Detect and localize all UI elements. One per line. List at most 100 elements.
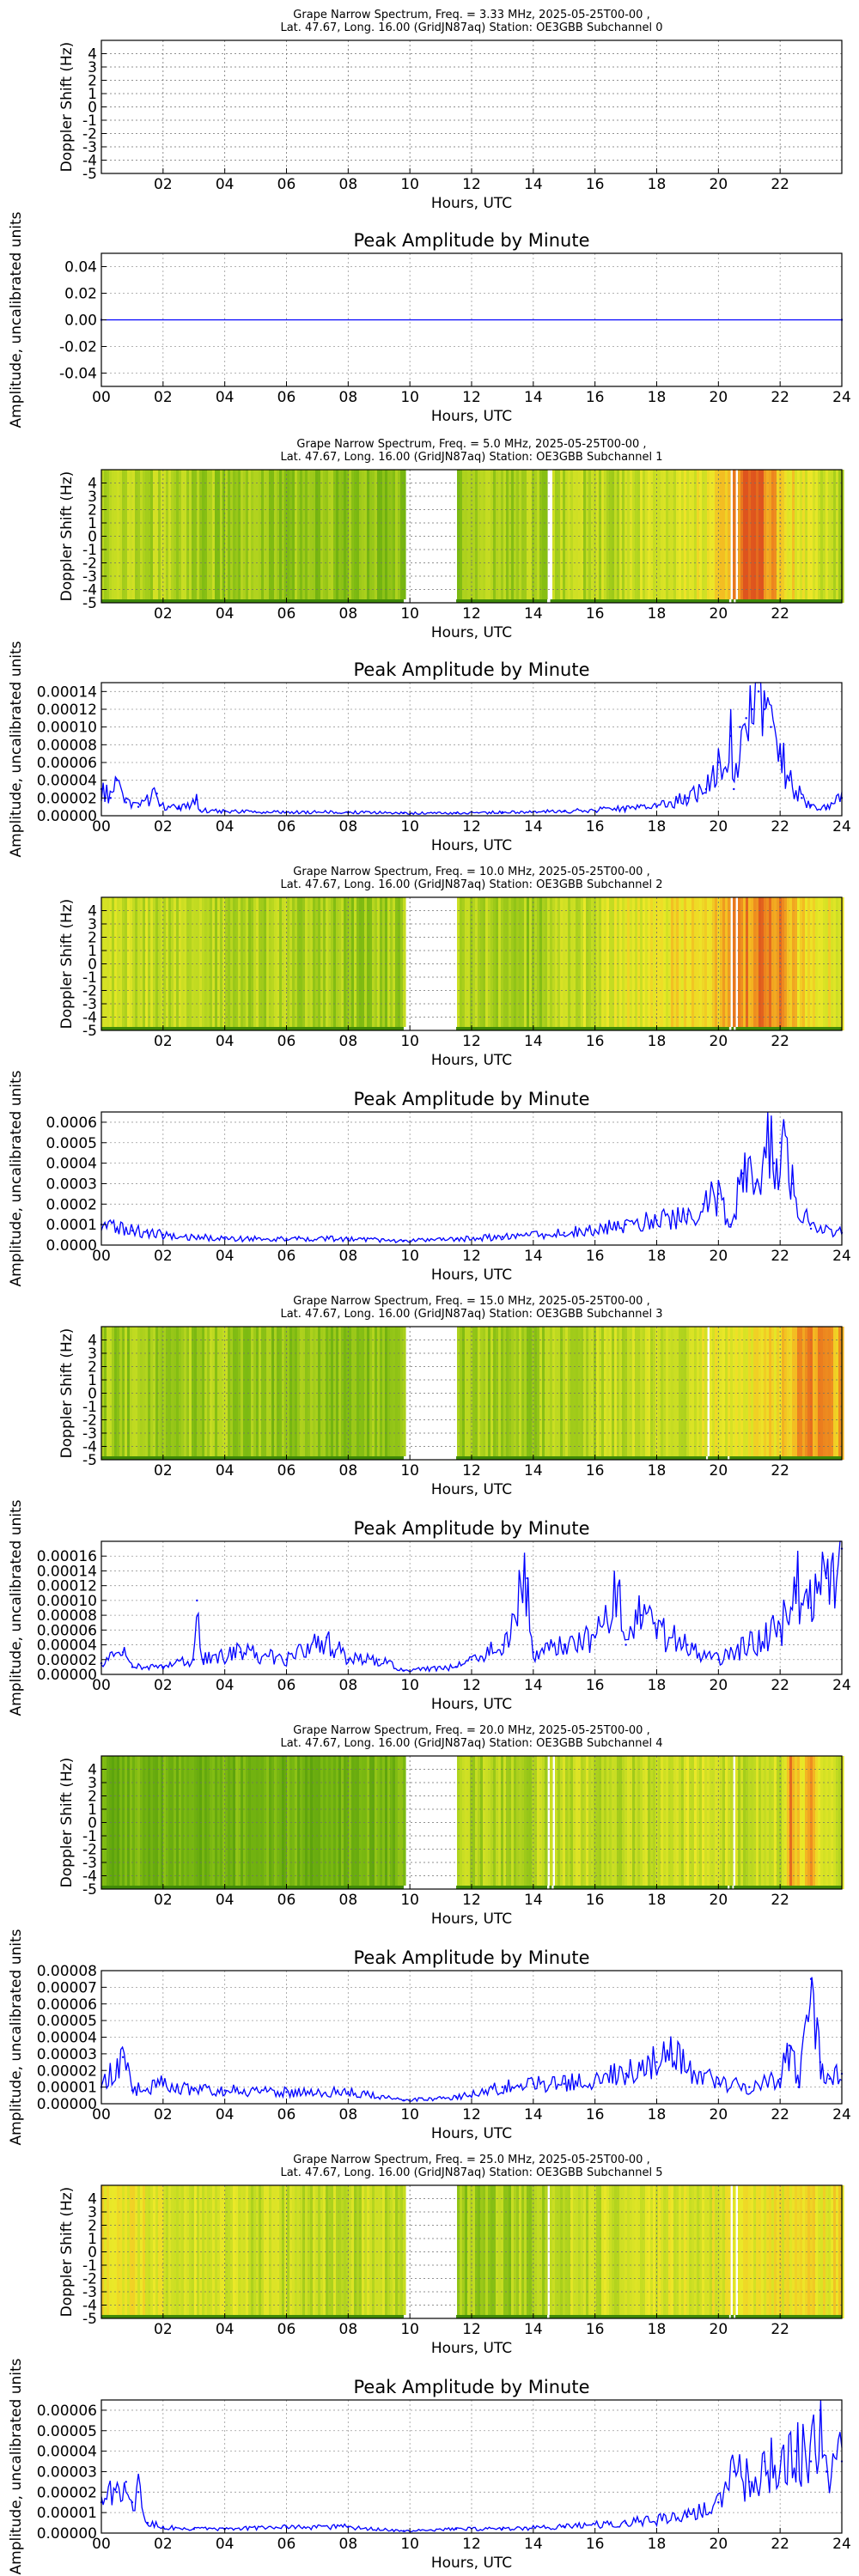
spectrogram-column (125, 2185, 128, 2318)
spectrogram-column (838, 470, 842, 603)
spectrogram-column (795, 470, 798, 603)
spectrogram-column (313, 2185, 316, 2318)
spectrogram-column (202, 1756, 205, 1889)
spectrogram-column (769, 897, 772, 1030)
spectrogram-column (588, 2185, 592, 2318)
spectrogram-column (210, 470, 213, 603)
x-tick-label: 02 (154, 176, 173, 193)
spectrogram-column (699, 1756, 703, 1889)
x-tick-label: 20 (710, 605, 728, 623)
spectrogram-column (117, 1327, 120, 1460)
spectrogram-column (570, 470, 574, 603)
y-tick-label: 0.00010 (37, 720, 97, 737)
spectrogram-column (576, 897, 579, 1030)
x-axis-label: Hours, UTC (431, 408, 512, 425)
x-tick-label: 10 (400, 818, 419, 835)
spectrogram-column (568, 2185, 571, 2318)
spectrogram-column (653, 1756, 656, 1889)
y-tick-label: 1 (88, 86, 97, 103)
x-tick-label: 04 (216, 389, 235, 406)
spectrogram-column (235, 897, 239, 1030)
spectrogram-column (107, 470, 110, 603)
spectrogram-column (189, 1756, 192, 1889)
spectrogram-column (563, 2185, 566, 2318)
amplitude-data-point (778, 2470, 782, 2473)
x-tick-label: 18 (648, 389, 667, 406)
spectrogram-column (266, 1327, 270, 1460)
spectrogram-column (197, 1756, 200, 1889)
amplitude-data-point (778, 2077, 782, 2081)
spectrogram-column (323, 1327, 326, 1460)
spectrogram-column (751, 897, 754, 1030)
spectrogram-column (800, 1756, 803, 1889)
y-tick-label: 0.00016 (37, 1548, 97, 1565)
y-tick-label: -3 (82, 1425, 97, 1443)
amplitude-data-point (733, 2470, 735, 2473)
spectrogram-column (717, 1327, 721, 1460)
spectrogram-column (789, 1327, 793, 1460)
spectrogram-column (228, 1327, 231, 1460)
y-tick-label: -1 (82, 2257, 97, 2275)
amplitude-data-point (146, 2521, 149, 2524)
y-tick-label: 0.00004 (37, 2030, 97, 2047)
y-tick-label: 0.0003 (46, 1176, 97, 1193)
spectrogram-column (570, 2185, 574, 2318)
x-tick-label: 18 (648, 1462, 667, 1479)
spectrogram-column (815, 897, 819, 1030)
x-tick-label: 18 (648, 2536, 667, 2553)
y-tick-label: 0 (88, 529, 97, 546)
amplitude-data-point (192, 1236, 195, 1238)
x-tick-label: 14 (524, 2106, 543, 2123)
spectrogram-column (833, 2185, 837, 2318)
spectrogram-column (735, 1756, 739, 1889)
spectrogram-column (228, 897, 231, 1030)
y-tick-label: -5 (82, 1881, 97, 1899)
spectrogram-column (550, 2185, 553, 2318)
spectrogram-column (756, 1756, 759, 1889)
spectrogram-column (478, 1756, 481, 1889)
spectrogram-column (387, 897, 391, 1030)
y-tick-label: 2 (88, 2218, 97, 2235)
spectrogram-column (532, 897, 535, 1030)
spectrogram-column (248, 2185, 252, 2318)
y-tick-label: 3 (88, 489, 97, 506)
spectrogram-column (181, 1756, 185, 1889)
amplitude-data-point (115, 2491, 119, 2494)
spectrogram-column (189, 470, 192, 603)
amplitude-data-point (801, 797, 803, 799)
x-tick-label: 00 (92, 2536, 111, 2553)
amplitude-title: Peak Amplitude by Minute (354, 2377, 590, 2397)
x-tick-label: 16 (586, 1892, 605, 1909)
y-tick-label: 0.00008 (37, 1963, 97, 1980)
spectrogram-column (228, 1756, 231, 1889)
spectrogram-column (246, 1327, 249, 1460)
spectrum-title-line1: Grape Narrow Spectrum, Freq. = 15.0 MHz,… (293, 1295, 649, 1308)
spectrogram-column (570, 1327, 574, 1460)
y-tick-label: 0.04 (64, 259, 97, 276)
spectrogram-column (697, 897, 700, 1030)
spectrogram-column (545, 470, 548, 603)
x-tick-label: 18 (648, 1248, 667, 1265)
spectrogram-column (400, 1756, 404, 1889)
spectrogram-column (403, 2185, 406, 2318)
spectrogram-column (583, 1756, 587, 1889)
x-tick-label: 18 (648, 176, 667, 193)
x-tick-label: 08 (339, 1892, 358, 1909)
spectrum-title-line2: Lat. 47.67, Long. 16.00 (GridJN87aq) Sta… (280, 21, 662, 34)
y-axis-label: Amplitude, uncalibrated units (8, 1929, 25, 2145)
spectrogram-column (485, 2185, 489, 2318)
spectrogram-column (802, 470, 806, 603)
amplitude-data-point (239, 1650, 241, 1654)
spectrogram-column (266, 897, 270, 1030)
spectrogram-column (828, 897, 832, 1030)
y-tick-label: -0.02 (59, 339, 97, 356)
spectrogram-column (594, 1756, 597, 1889)
amplitude-series-line (101, 1111, 843, 1243)
spectrogram-column (137, 897, 141, 1030)
spectrogram-column (622, 1327, 625, 1460)
amplitude-data-point (131, 2501, 134, 2504)
y-tick-label: 0.00012 (37, 1578, 97, 1595)
spectrogram-column (248, 1327, 252, 1460)
x-tick-label: 06 (277, 1677, 296, 1694)
spectrogram-column (568, 1327, 571, 1460)
